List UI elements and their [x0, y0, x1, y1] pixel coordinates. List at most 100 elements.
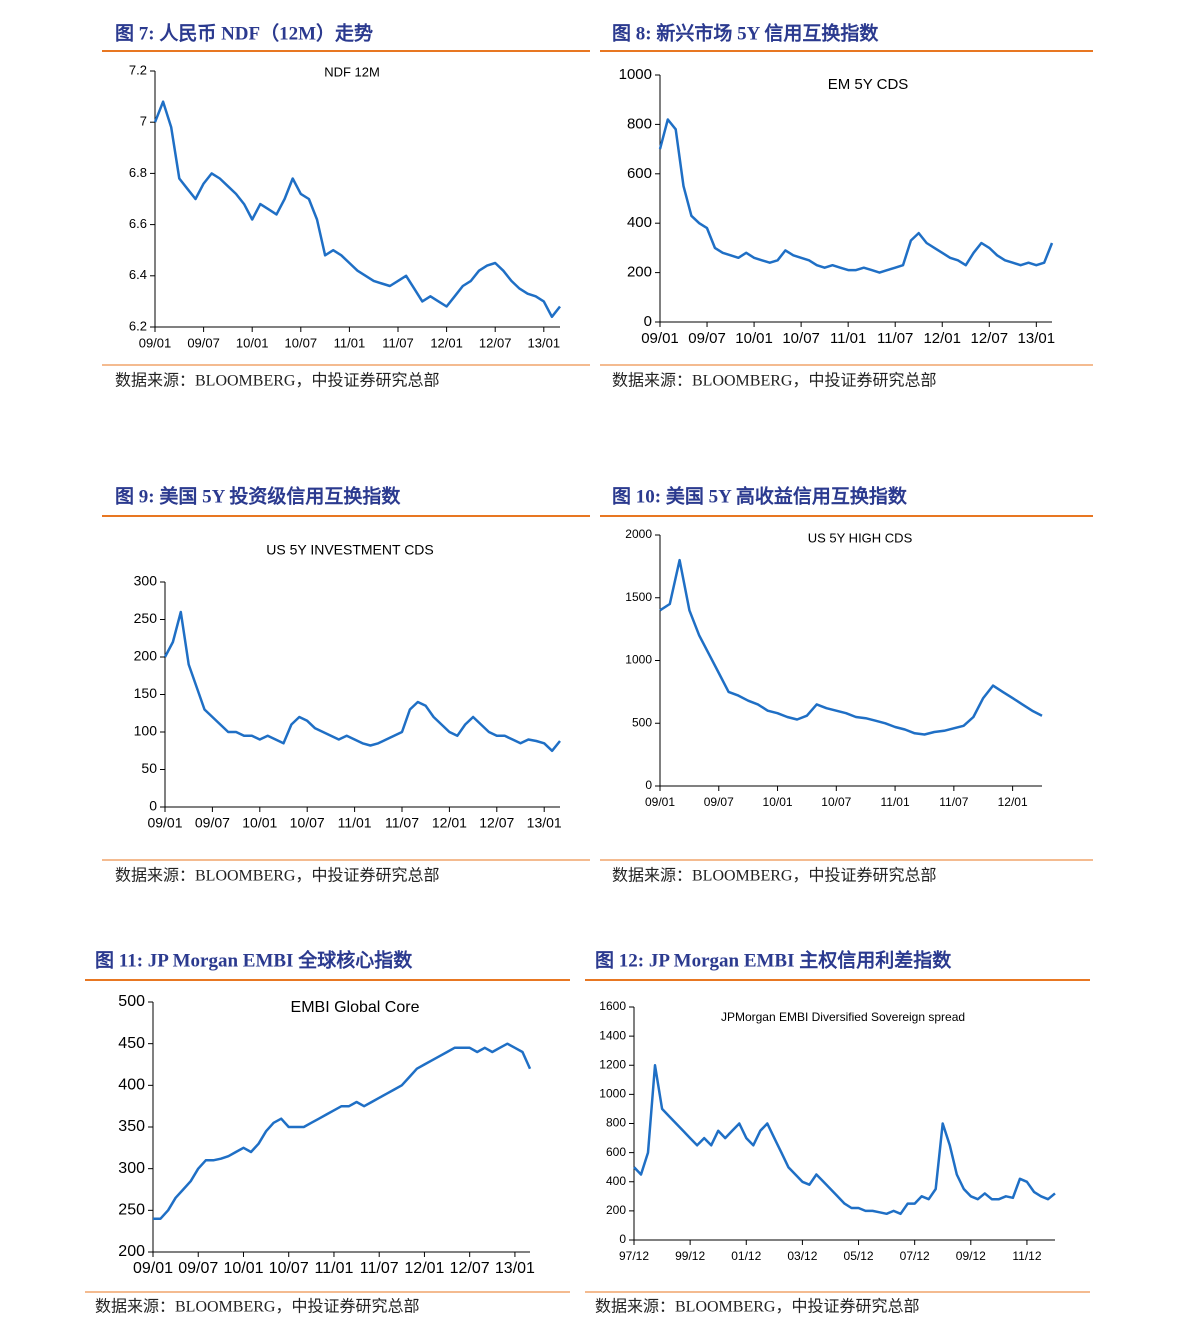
- source-note: 数据来源：BLOOMBERG，中投证券研究总部: [115, 867, 439, 885]
- y-tick-label: 0: [645, 778, 652, 792]
- y-tick-label: 6.4: [129, 267, 147, 282]
- x-tick-label: 11/07: [877, 330, 913, 347]
- y-tick-label: 600: [606, 1145, 626, 1159]
- y-tick-label: 0: [644, 313, 652, 330]
- x-tick-label: 10/07: [821, 795, 851, 809]
- y-tick-label: 600: [627, 165, 652, 182]
- figure-caption: 图 8: 新兴市场 5Y 信用互换指数: [612, 21, 879, 44]
- y-tick-label: 6.2: [129, 318, 147, 333]
- x-tick-label: 10/01: [236, 335, 269, 350]
- figure-caption: 图 7: 人民币 NDF（12M）走势: [115, 21, 373, 44]
- y-tick-label: 1000: [625, 653, 652, 667]
- x-tick-label: 07/12: [900, 1249, 930, 1263]
- figure-caption: 图 10: 美国 5Y 高收益信用互换指数: [612, 484, 908, 507]
- y-tick-label: 1000: [599, 1087, 626, 1101]
- x-tick-label: 12/07: [479, 335, 512, 350]
- y-tick-label: 1400: [599, 1028, 626, 1042]
- plot-title: NDF 12M: [324, 64, 380, 79]
- x-tick-label: 11/01: [830, 330, 866, 347]
- x-tick-label: 11/01: [338, 815, 372, 831]
- x-tick-label: 09/01: [133, 1260, 173, 1277]
- x-tick-label: 12/01: [404, 1260, 444, 1277]
- x-tick-label: 11/07: [939, 795, 968, 809]
- y-tick-label: 1500: [625, 590, 652, 604]
- x-tick-label: 11/01: [334, 335, 366, 350]
- y-tick-label: 400: [606, 1174, 626, 1188]
- series-line: [153, 100, 561, 319]
- x-tick-label: 09/01: [139, 335, 172, 350]
- x-tick-label: 13/01: [528, 335, 561, 350]
- y-tick-label: 2000: [625, 527, 652, 541]
- series-line: [633, 1064, 1056, 1216]
- plot-title: EM 5Y CDS: [828, 76, 909, 93]
- y-tick-label: 6.6: [129, 216, 147, 231]
- source-note: 数据来源：BLOOMBERG，中投证券研究总部: [95, 1298, 419, 1316]
- plot-title: EMBI Global Core: [291, 999, 420, 1016]
- x-tick-label: 12/01: [923, 330, 961, 347]
- y-tick-label: 0: [149, 798, 157, 814]
- figure-caption: 图 11: JP Morgan EMBI 全球核心指数: [95, 948, 413, 971]
- x-tick-label: 99/12: [675, 1249, 705, 1263]
- source-note: 数据来源：BLOOMBERG，中投证券研究总部: [612, 867, 936, 885]
- x-tick-label: 10/07: [269, 1260, 309, 1277]
- plot-title: US 5Y INVESTMENT CDS: [266, 542, 434, 558]
- x-tick-label: 10/07: [782, 330, 820, 347]
- y-tick-label: 250: [118, 1202, 145, 1219]
- x-tick-label: 12/01: [432, 815, 467, 831]
- x-tick-label: 10/01: [763, 795, 793, 809]
- x-tick-label: 11/07: [385, 815, 419, 831]
- x-tick-label: 09/07: [195, 815, 230, 831]
- x-tick-label: 05/12: [844, 1249, 874, 1263]
- y-tick-label: 300: [118, 1160, 145, 1177]
- x-tick-label: 09/07: [688, 330, 726, 347]
- y-tick-label: 0: [619, 1232, 626, 1246]
- figure-caption: 图 9: 美国 5Y 投资级信用互换指数: [115, 484, 401, 507]
- x-tick-label: 01/12: [731, 1249, 761, 1263]
- x-tick-label: 12/01: [430, 335, 463, 350]
- y-tick-label: 450: [118, 1035, 145, 1052]
- source-note: 数据来源：BLOOMBERG，中投证券研究总部: [595, 1298, 919, 1316]
- figure-caption: 图 12: JP Morgan EMBI 主权信用利差指数: [595, 948, 952, 971]
- x-tick-label: 09/01: [641, 330, 679, 347]
- x-tick-label: 10/01: [223, 1260, 263, 1277]
- series-line: [658, 118, 1054, 274]
- y-tick-label: 7.2: [129, 62, 147, 77]
- y-tick-label: 500: [118, 993, 145, 1010]
- series-line: [163, 610, 561, 753]
- x-tick-label: 12/01: [998, 795, 1028, 809]
- y-tick-label: 200: [606, 1203, 626, 1217]
- y-tick-label: 7: [140, 114, 147, 129]
- x-tick-label: 13/01: [495, 1260, 535, 1277]
- x-tick-label: 12/07: [971, 330, 1009, 347]
- x-tick-label: 11/01: [881, 795, 910, 809]
- x-tick-label: 11/07: [360, 1260, 399, 1277]
- x-tick-label: 10/07: [290, 815, 325, 831]
- y-tick-label: 100: [134, 723, 158, 739]
- series-line: [153, 1042, 532, 1220]
- y-tick-label: 200: [134, 648, 158, 664]
- x-tick-label: 10/07: [285, 335, 318, 350]
- y-tick-label: 200: [118, 1243, 145, 1260]
- x-tick-label: 09/01: [147, 815, 182, 831]
- x-tick-label: 11/12: [1012, 1249, 1041, 1263]
- source-note: 数据来源：BLOOMBERG，中投证券研究总部: [115, 372, 439, 390]
- y-tick-label: 300: [134, 573, 158, 589]
- y-tick-label: 250: [134, 610, 158, 626]
- y-tick-label: 800: [627, 115, 652, 132]
- source-note: 数据来源：BLOOMBERG，中投证券研究总部: [612, 372, 936, 390]
- x-tick-label: 09/07: [704, 795, 734, 809]
- plot-title: US 5Y HIGH CDS: [808, 530, 913, 545]
- x-tick-label: 09/07: [178, 1260, 218, 1277]
- series-line: [659, 558, 1043, 736]
- x-tick-label: 03/12: [787, 1249, 817, 1263]
- y-tick-label: 800: [606, 1116, 626, 1130]
- x-tick-label: 09/07: [187, 335, 220, 350]
- x-tick-label: 13/01: [527, 815, 562, 831]
- y-tick-label: 500: [632, 715, 652, 729]
- y-tick-label: 400: [627, 214, 652, 231]
- x-tick-label: 11/01: [315, 1260, 354, 1277]
- y-tick-label: 200: [627, 264, 652, 281]
- y-tick-label: 1600: [599, 999, 626, 1013]
- x-tick-label: 97/12: [619, 1249, 649, 1263]
